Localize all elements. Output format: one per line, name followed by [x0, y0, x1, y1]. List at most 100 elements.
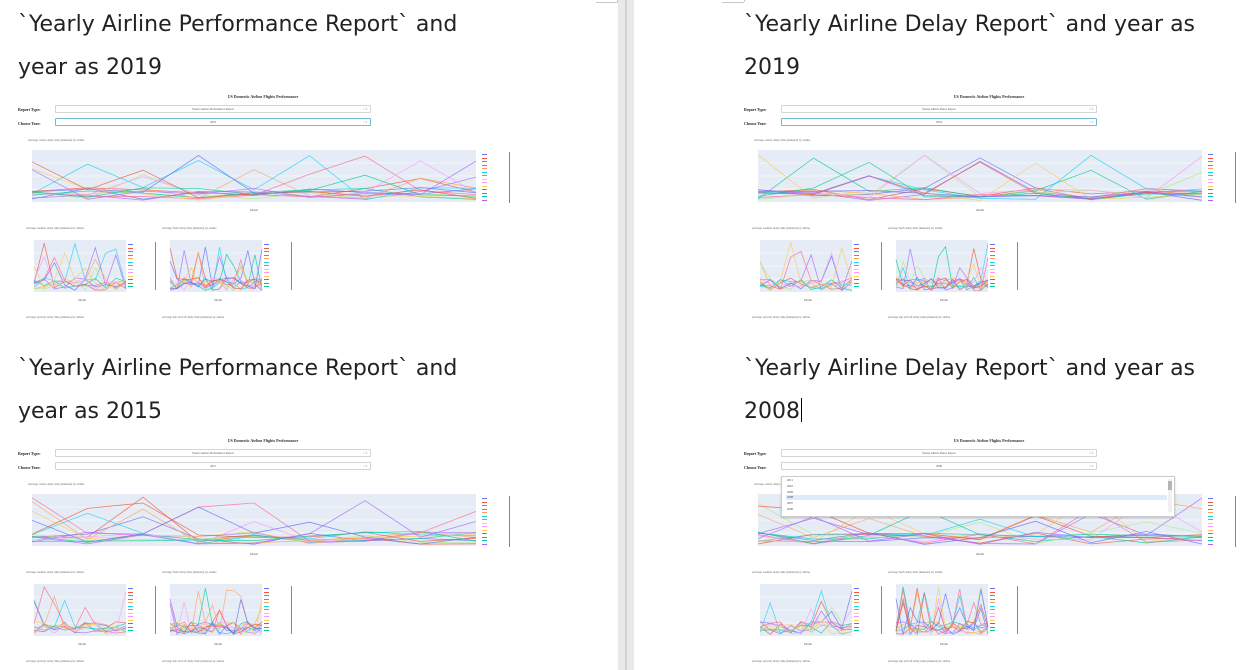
dashboard-screenshot-performance-2019: US Domestic Airline Flights Performance R… [18, 94, 510, 330]
x-axis-label: Month [214, 642, 223, 646]
legend-swatch [990, 598, 995, 600]
year-dropdown[interactable]: 2019 × ▾ [781, 118, 1097, 126]
legend-swatch [1208, 164, 1213, 166]
legend-swatch [264, 605, 269, 607]
legend-swatch [990, 261, 995, 263]
legend-swatch [128, 251, 133, 252]
caption-performance-2019[interactable]: `Yearly Airline Performance Report` and … [18, 12, 458, 80]
year-option[interactable]: 2011 [787, 478, 793, 482]
nas-delay-chart-lines [169, 588, 263, 636]
report-type-label: Report Type: [18, 451, 41, 456]
legend-swatch [128, 286, 133, 287]
legend-scrollbar [509, 152, 510, 203]
legend-swatch [990, 623, 995, 624]
caption-delay-2019[interactable]: `Yearly Airline Delay Report` and year a… [744, 12, 1196, 80]
carrier-delay-chart-lines [31, 496, 477, 545]
year-dropdown-menu[interactable]: 2011 2010 2009 2008 2007 2006 [781, 476, 1175, 517]
legend-swatch [264, 588, 269, 589]
legend-swatch [128, 591, 133, 593]
dropdown-scrollbar[interactable] [1168, 479, 1172, 512]
legend-swatch [128, 609, 133, 610]
series-line [33, 586, 127, 634]
report-type-dropdown[interactable]: Yearly Airline Performance Report × ▾ [55, 449, 371, 457]
series-line [169, 246, 263, 291]
legend-swatch [128, 275, 133, 277]
year-option[interactable]: 2007 [787, 501, 793, 506]
legend-swatch [128, 279, 133, 280]
dashboard-title: US Domestic Airline Flights Performance [227, 94, 299, 99]
legend-swatch [264, 272, 269, 273]
page-corner-mark [617, 0, 618, 2]
legend-swatch [854, 275, 859, 277]
caption-performance-2015[interactable]: `Yearly Airline Performance Report` and … [18, 356, 458, 424]
carrier-delay-caption: Average carrier delay time (minutes) by … [28, 138, 85, 142]
chevron-down-icon: × ▾ [1089, 451, 1093, 455]
report-type-dropdown[interactable]: Yearly Airline Delay Report × ▾ [781, 449, 1097, 457]
scrollbar-thumb[interactable] [1168, 481, 1172, 490]
year-option[interactable]: 2010 [787, 483, 793, 488]
legend-swatch [264, 258, 269, 259]
series-line [33, 621, 127, 634]
caption-delay-2008[interactable]: `Yearly Airline Delay Report` and year a… [744, 347, 1195, 433]
legend-swatch [1208, 192, 1213, 194]
report-type-dropdown[interactable]: Yearly Airline Performance Report × ▾ [55, 105, 371, 113]
legend-swatch [990, 602, 995, 603]
series-line [759, 251, 853, 291]
legend-swatch [128, 623, 133, 624]
chevron-down-icon: × ▾ [1089, 120, 1093, 124]
carrier-delay-chart-lines [31, 155, 477, 201]
legend-scrollbar [509, 496, 510, 547]
series-line [32, 496, 477, 545]
document-page-left: `Yearly Airline Performance Report` and … [0, 0, 618, 670]
legend-swatch [128, 272, 133, 273]
report-type-dropdown[interactable]: Yearly Airline Delay Report × ▾ [781, 105, 1097, 113]
year-option[interactable]: 2006 [787, 507, 793, 511]
legend [482, 150, 512, 212]
nas-delay-chart-lines [169, 246, 263, 292]
legend-swatch [990, 265, 995, 266]
year-option[interactable]: 2008 [786, 495, 1167, 501]
security-delay-caption: Average security delay time (minutes) by… [752, 315, 810, 319]
legend-swatch [1208, 161, 1213, 162]
series-line [169, 621, 263, 635]
legend-swatch [482, 178, 487, 180]
legend-swatch [1208, 536, 1213, 538]
series-line [759, 262, 853, 291]
series-line [33, 242, 127, 288]
year-dropdown[interactable]: 2015 × ▾ [55, 462, 371, 470]
legend-swatch [990, 595, 995, 596]
series-line [33, 622, 127, 634]
caption-text: `Yearly Airline Delay Report` and year a… [744, 356, 1196, 424]
dashboard-title: US Domestic Airline Flights Performance [953, 438, 1025, 443]
legend-swatch [854, 609, 859, 610]
legend [854, 584, 884, 642]
x-axis-label: Month [78, 642, 87, 646]
series-line [33, 256, 127, 291]
legend-scrollbar [1017, 242, 1018, 290]
year-dropdown[interactable]: 2019 × ▾ [55, 118, 371, 126]
dashboard-screenshot-performance-2015: US Domestic Airline Flights Performance R… [18, 438, 510, 670]
nas-delay-chart-lines [895, 586, 989, 636]
legend-swatch [854, 279, 859, 280]
legend-swatch [482, 154, 487, 155]
legend-swatch [1208, 178, 1213, 180]
legend-swatch [482, 196, 487, 197]
choose-year-label: Choose Year: [744, 465, 767, 470]
year-dropdown[interactable]: 2008 × ▾ [781, 462, 1097, 470]
security-delay-caption: Average security delay time (minutes) by… [752, 659, 810, 663]
legend-swatch [854, 247, 859, 249]
late-aircraft-delay-caption: Average late aircraft delay time (minute… [888, 315, 951, 319]
legend-swatch [1208, 515, 1213, 517]
series-line [169, 608, 263, 636]
series-line [759, 277, 853, 291]
legend-swatch [482, 185, 487, 187]
late-aircraft-delay-caption: Average late aircraft delay time (minute… [888, 659, 951, 663]
carrier-delay-chart [31, 494, 477, 546]
weather-delay-caption: Average weather delay time (minutes) by … [26, 570, 84, 574]
page-gutter [618, 0, 634, 670]
legend-swatch [482, 519, 487, 520]
chevron-down-icon: × ▾ [1089, 107, 1093, 111]
legend-swatch [854, 630, 859, 631]
year-option[interactable]: 2009 [787, 489, 793, 494]
legend-swatch [264, 609, 269, 610]
